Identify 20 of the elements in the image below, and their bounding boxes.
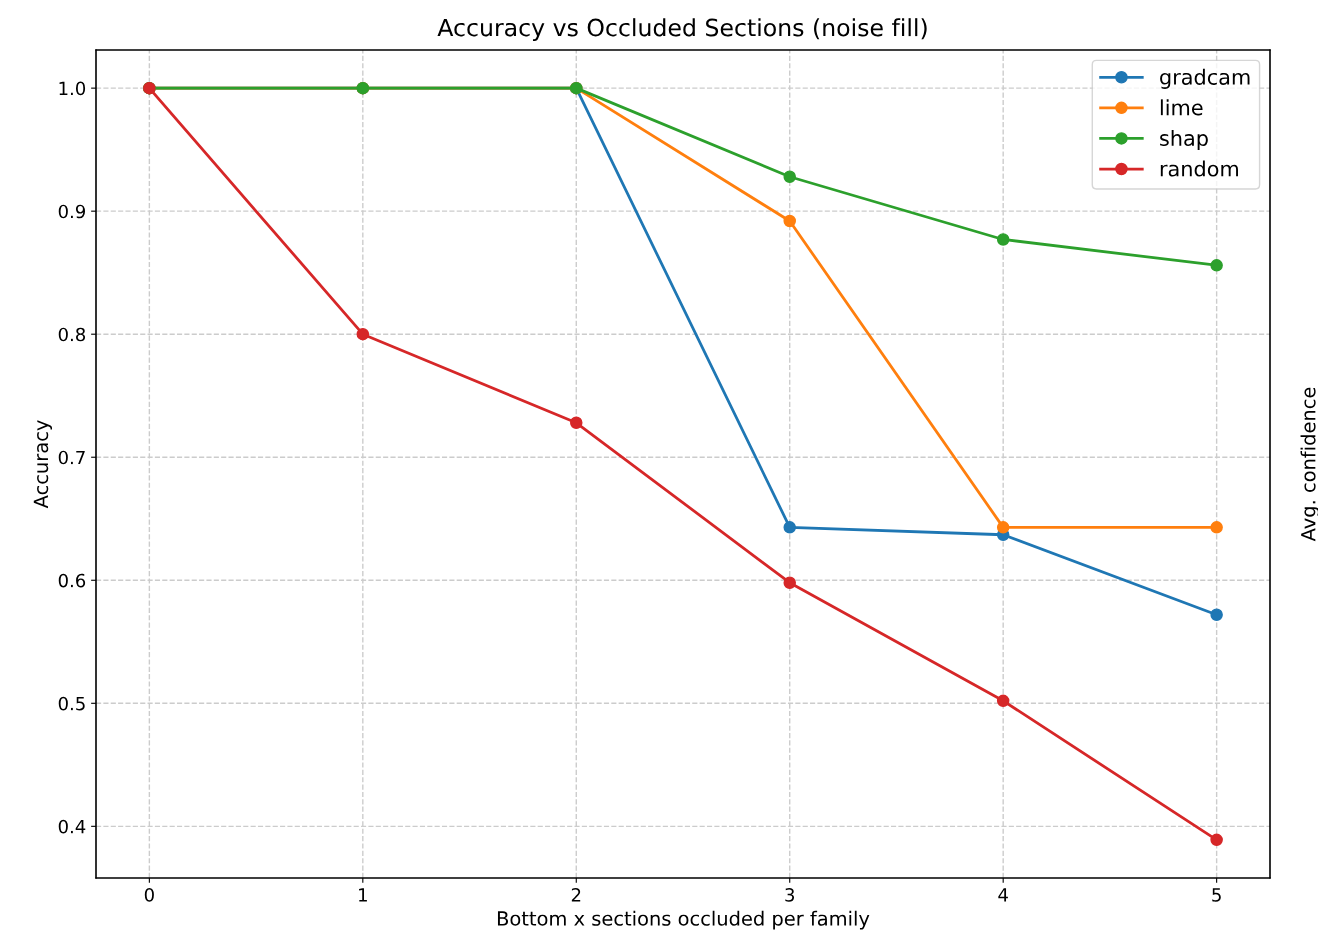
x-tick-label: 2 bbox=[571, 888, 581, 902]
y-tick-label: 0.4 bbox=[58, 819, 86, 834]
legend-label: shap bbox=[1160, 129, 1208, 151]
y-axis-title: Accuracy bbox=[33, 420, 53, 509]
x-tick-label: 0 bbox=[144, 888, 154, 902]
y-tick-label: 0.9 bbox=[58, 204, 86, 219]
x-tick-label: 4 bbox=[998, 888, 1008, 902]
y-tick-label: 0.6 bbox=[58, 573, 86, 588]
y-tick-label: 0.8 bbox=[58, 327, 86, 342]
x-tick-label: 1 bbox=[359, 888, 367, 902]
chart-title: Accuracy vs Occluded Sections (noise fill) bbox=[437, 18, 927, 42]
legend-label: random bbox=[1160, 160, 1238, 177]
legend-label: lime bbox=[1160, 99, 1203, 116]
y-tick-label: 0.5 bbox=[58, 696, 85, 711]
legend-label: gradcam bbox=[1160, 68, 1250, 89]
x-axis-title: Bottom x sections occluded per family bbox=[497, 910, 870, 930]
y-tick-label: 1.0 bbox=[59, 81, 86, 96]
y-tick-label: 0.7 bbox=[58, 450, 85, 465]
x-tick-label: 3 bbox=[785, 888, 795, 902]
x-tick-label: 5 bbox=[1212, 888, 1221, 902]
